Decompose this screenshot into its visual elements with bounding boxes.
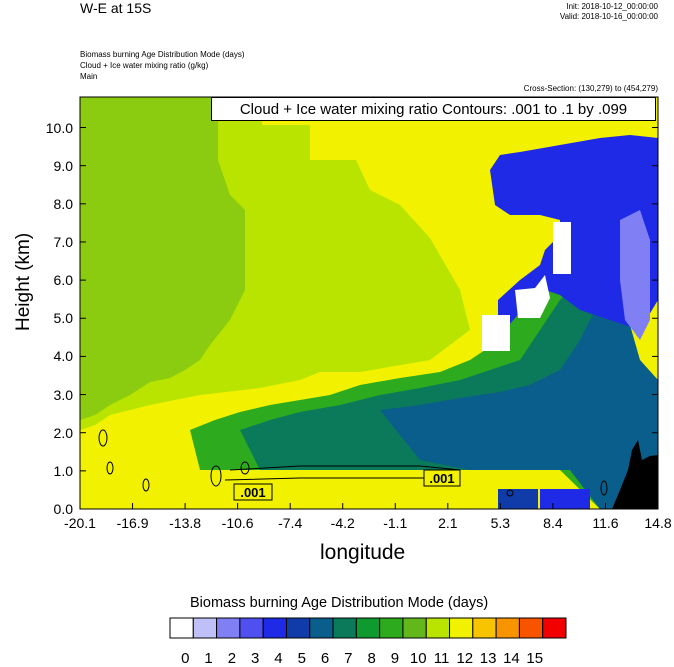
- colorbar-label: 0: [181, 650, 190, 667]
- contour-ring-7: [600, 480, 608, 496]
- x-axis-label: longitude: [320, 541, 406, 564]
- colorbar-label: 2: [227, 650, 237, 667]
- subtitle-line-1: Biomass burning Age Distribution Mode (d…: [80, 50, 245, 59]
- colorbar-swatch: [309, 617, 334, 639]
- contour-ring-2: [106, 461, 114, 475]
- subtitle-line-2: Cloud + Ice water mixing ratio (g/kg): [80, 61, 209, 70]
- field-white-patch-2: [515, 275, 550, 318]
- y-tick-label: 3.0: [53, 386, 73, 403]
- colorbar-swatch: [449, 617, 474, 639]
- contour-ring-4: [210, 465, 222, 487]
- y-tick-label: 2.0: [53, 424, 73, 441]
- field-low-blue-2: [540, 489, 590, 509]
- colorbar: [169, 617, 567, 639]
- colorbar-label: 11: [433, 650, 450, 667]
- x-tick-label: -7.4: [278, 515, 303, 531]
- colorbar-label: 4: [274, 650, 283, 667]
- colorbar-swatch: [495, 617, 520, 639]
- contour-label-1: .001: [240, 485, 265, 500]
- colorbar-swatch: [518, 617, 544, 639]
- field-region-blue-upper: [490, 135, 658, 330]
- colorbar-swatch: [332, 617, 357, 639]
- colorbar-label: 13: [479, 650, 497, 667]
- x-tick-label: 8.4: [543, 515, 563, 531]
- colorbar-label: 5: [297, 650, 306, 667]
- contour-ring-1: [98, 429, 108, 447]
- init-time: Init: 2018-10-12_00:00:00: [566, 2, 658, 11]
- colorbar-label: 12: [456, 650, 474, 667]
- x-tick-label: -1.1: [383, 515, 408, 531]
- contour-label-group-2: .001: [423, 469, 461, 487]
- axis-ticks: [79, 127, 659, 510]
- valid-time: Valid: 2018-10-16_00:00:00: [559, 12, 658, 21]
- colorbar-label: 9: [390, 650, 400, 667]
- x-tick-label: -13.8: [169, 515, 202, 531]
- subtitle-line-3: Main: [80, 72, 98, 81]
- main-title: W-E at 15S: [80, 0, 152, 16]
- terrain: [612, 440, 658, 509]
- colorbar-label: 8: [367, 650, 376, 667]
- colorbar-label: 14: [503, 650, 520, 667]
- x-tick-label: -20.1: [64, 515, 96, 531]
- y-tick-label: 1.0: [53, 462, 73, 479]
- colorbar-swatch: [472, 617, 497, 639]
- colorbar-swatch: [355, 617, 381, 639]
- contour-label-group-1: .001: [233, 483, 273, 501]
- cross-section-label: Cross-Section: (130,279) to (454,279): [523, 84, 658, 93]
- x-tick-label: 5.3: [490, 515, 511, 531]
- y-tick-label: 9.0: [53, 157, 73, 174]
- colorbar-swatch: [425, 617, 451, 639]
- x-tick-label: 11.6: [592, 515, 619, 531]
- colorbar-title: Biomass burning Age Distribution Mode (d…: [190, 595, 489, 611]
- y-tick-label: 8.0: [53, 195, 73, 212]
- field-region-lavender: [620, 210, 650, 340]
- x-tick-label: -10.6: [221, 515, 254, 531]
- field-region-green-left: [80, 97, 245, 420]
- colorbar-label: 6: [320, 650, 330, 667]
- colorbar-label: 15: [526, 650, 544, 667]
- contour-info-box: Cloud + Ice water mixing ratio Contours:…: [211, 97, 656, 121]
- y-tick-label: 5.0: [53, 310, 73, 327]
- colorbar-swatch: [379, 617, 404, 639]
- field-white-patch-3: [553, 222, 571, 274]
- contour-ring-6: [506, 489, 514, 497]
- y-tick-label: 6.0: [53, 272, 73, 289]
- contour-ring-3: [142, 478, 150, 492]
- field-region-blue-band: [380, 290, 658, 509]
- y-tick-label: 10.0: [45, 119, 73, 136]
- x-tick-label: -4.2: [330, 515, 355, 531]
- y-tick-label: 0.0: [53, 501, 73, 517]
- colorbar-label: 10: [409, 650, 427, 667]
- y-tick-label: 7.0: [53, 233, 73, 250]
- contour-lines: [98, 429, 608, 497]
- colorbar-label: 1: [204, 650, 213, 667]
- x-tick-label: 2.1: [438, 515, 458, 531]
- y-tick-label: 4.0: [53, 348, 73, 365]
- colorbar-swatch: [262, 617, 287, 639]
- colorbar-label: 7: [344, 650, 353, 667]
- field-white-patch-1: [482, 315, 510, 351]
- colorbar-swatch: [285, 617, 311, 639]
- contour-ring-5: [240, 461, 250, 475]
- x-tick-label: -16.9: [116, 515, 149, 531]
- colorbar-swatch: [169, 617, 194, 639]
- colorbar-swatch: [239, 617, 264, 639]
- colorbar-swatch: [192, 617, 218, 639]
- contour-label-2: .001: [429, 471, 454, 486]
- colorbar-swatch: [216, 617, 241, 639]
- heatmap-field: [80, 97, 658, 509]
- field-low-blue-1: [498, 489, 538, 509]
- colorbar-swatch: [402, 617, 427, 639]
- colorbar-swatch: [542, 617, 567, 639]
- colorbar-label: 3: [251, 650, 260, 667]
- contour-line-2: [229, 465, 461, 471]
- x-tick-label: 14.8: [644, 515, 672, 531]
